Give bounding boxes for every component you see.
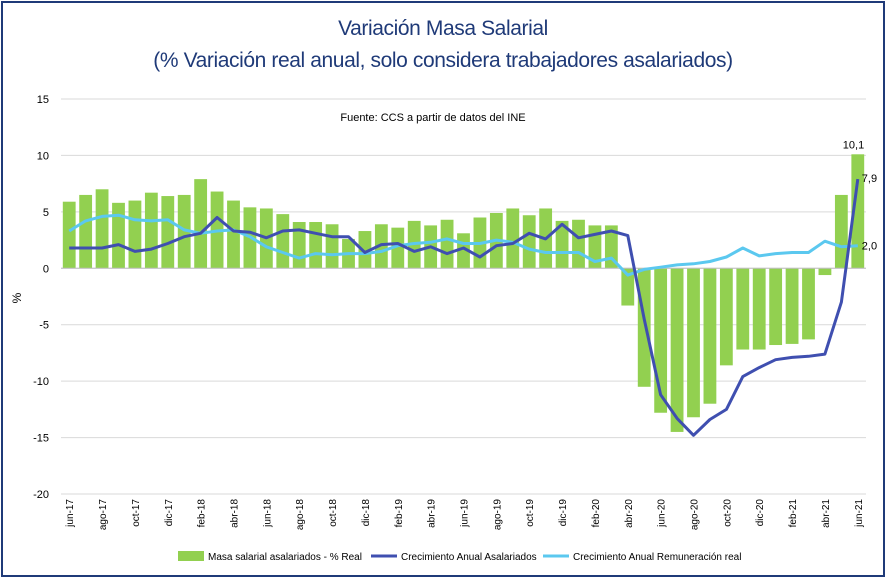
source-note: Fuente: CCS a partir de datos del INE xyxy=(340,112,525,124)
y-tick-label: 5 xyxy=(43,207,49,219)
data-labels: 10,1 7,9 2,0 xyxy=(843,139,877,252)
x-tick-label: ago-18 xyxy=(295,499,306,531)
bar xyxy=(621,268,635,306)
bar xyxy=(687,268,700,418)
bar xyxy=(719,268,733,366)
bar xyxy=(818,268,832,276)
legend: Masa salarial asalariados - % Real Crecim… xyxy=(178,551,741,563)
chart-subtitle: (% Variación real anual, solo considera … xyxy=(153,49,733,72)
x-tick-label: feb-19 xyxy=(394,499,405,528)
x-tick-labels: jun-17 ago-17 oct-17 dic-17 feb-18 abr-18 jun-… xyxy=(65,499,865,531)
bar xyxy=(391,227,405,269)
x-tick-label: oct-18 xyxy=(328,499,339,527)
legend-label: Crecimiento Anual Remuneración real xyxy=(573,552,741,563)
x-tick-label: dic-19 xyxy=(558,499,569,527)
x-tick-label: oct-20 xyxy=(722,499,733,527)
bar xyxy=(161,196,175,269)
bar xyxy=(506,208,520,269)
x-tick-label: ago-20 xyxy=(690,499,701,531)
x-tick-label: jun-18 xyxy=(262,499,273,528)
bar xyxy=(112,202,125,269)
x-tick-label: dic-20 xyxy=(755,499,766,527)
y-tick-label: -15 xyxy=(33,433,49,445)
bar xyxy=(555,220,569,269)
bar xyxy=(785,268,799,344)
legend-swatch xyxy=(178,551,204,561)
bar xyxy=(95,189,109,269)
bar xyxy=(128,200,142,269)
data-label: 2,0 xyxy=(862,241,877,253)
bar xyxy=(79,194,93,269)
y-tick-label: 10 xyxy=(37,150,49,162)
bar xyxy=(144,192,158,269)
bar xyxy=(227,200,240,269)
x-tick-label: abr-21 xyxy=(821,499,832,528)
bar xyxy=(309,222,323,269)
series-line xyxy=(69,178,860,437)
bar xyxy=(572,219,585,269)
y-tick-label: 0 xyxy=(43,263,49,275)
bar xyxy=(670,268,684,432)
x-tick-label: oct-17 xyxy=(131,499,142,527)
x-tick-label: jun-21 xyxy=(854,499,865,528)
chart-title: Variación Masa Salarial xyxy=(338,17,548,40)
x-tick-label: jun-20 xyxy=(657,499,668,528)
x-tick-label: dic-18 xyxy=(361,499,372,527)
legend-label: Crecimiento Anual Asalariados xyxy=(401,552,537,563)
bar xyxy=(834,194,848,269)
legend-label: Masa salarial asalariados - % Real xyxy=(208,552,362,563)
x-tick-label: abr-20 xyxy=(624,499,635,528)
bar xyxy=(736,268,750,350)
bar xyxy=(440,219,454,269)
x-tick-label: abr-18 xyxy=(230,499,241,528)
bar xyxy=(802,268,815,340)
x-tick-label: jun-17 xyxy=(65,499,76,528)
y-tick-labels: 15 10 5 0 -5 -10 -15 -20 xyxy=(33,94,49,501)
y-tick-label: -20 xyxy=(33,489,49,501)
bar xyxy=(276,214,290,269)
x-tick-label: ago-19 xyxy=(492,499,503,531)
bar xyxy=(769,268,783,346)
y-tick-label: -5 xyxy=(39,320,49,332)
bar xyxy=(194,179,208,269)
x-tick-label: feb-21 xyxy=(788,499,799,528)
y-axis-label: % xyxy=(10,292,24,303)
bar xyxy=(177,194,191,269)
x-tick-label: ago-17 xyxy=(98,499,109,531)
bar xyxy=(752,268,766,350)
bar xyxy=(522,215,536,269)
y-tick-label: -10 xyxy=(33,376,49,388)
x-tick-label: abr-19 xyxy=(427,499,438,528)
data-label: 10,1 xyxy=(843,139,864,151)
x-tick-label: dic-17 xyxy=(164,499,175,527)
x-tick-label: jun-19 xyxy=(460,499,471,528)
x-tick-label: feb-20 xyxy=(591,499,602,528)
x-tick-label: oct-19 xyxy=(525,499,536,527)
bar xyxy=(325,224,339,269)
bar xyxy=(62,201,76,269)
bar-series xyxy=(62,154,865,432)
chart-svg: 15 10 5 0 -5 -10 -15 -20 % Fuente: CCS a partir… xyxy=(10,94,877,563)
y-tick-label: 15 xyxy=(37,94,49,106)
bar xyxy=(358,231,372,269)
line-series xyxy=(68,178,860,437)
data-label: 7,9 xyxy=(862,173,877,185)
bar xyxy=(703,268,717,404)
bar xyxy=(637,268,651,387)
bar xyxy=(851,154,865,269)
x-tick-label: feb-18 xyxy=(197,499,208,528)
